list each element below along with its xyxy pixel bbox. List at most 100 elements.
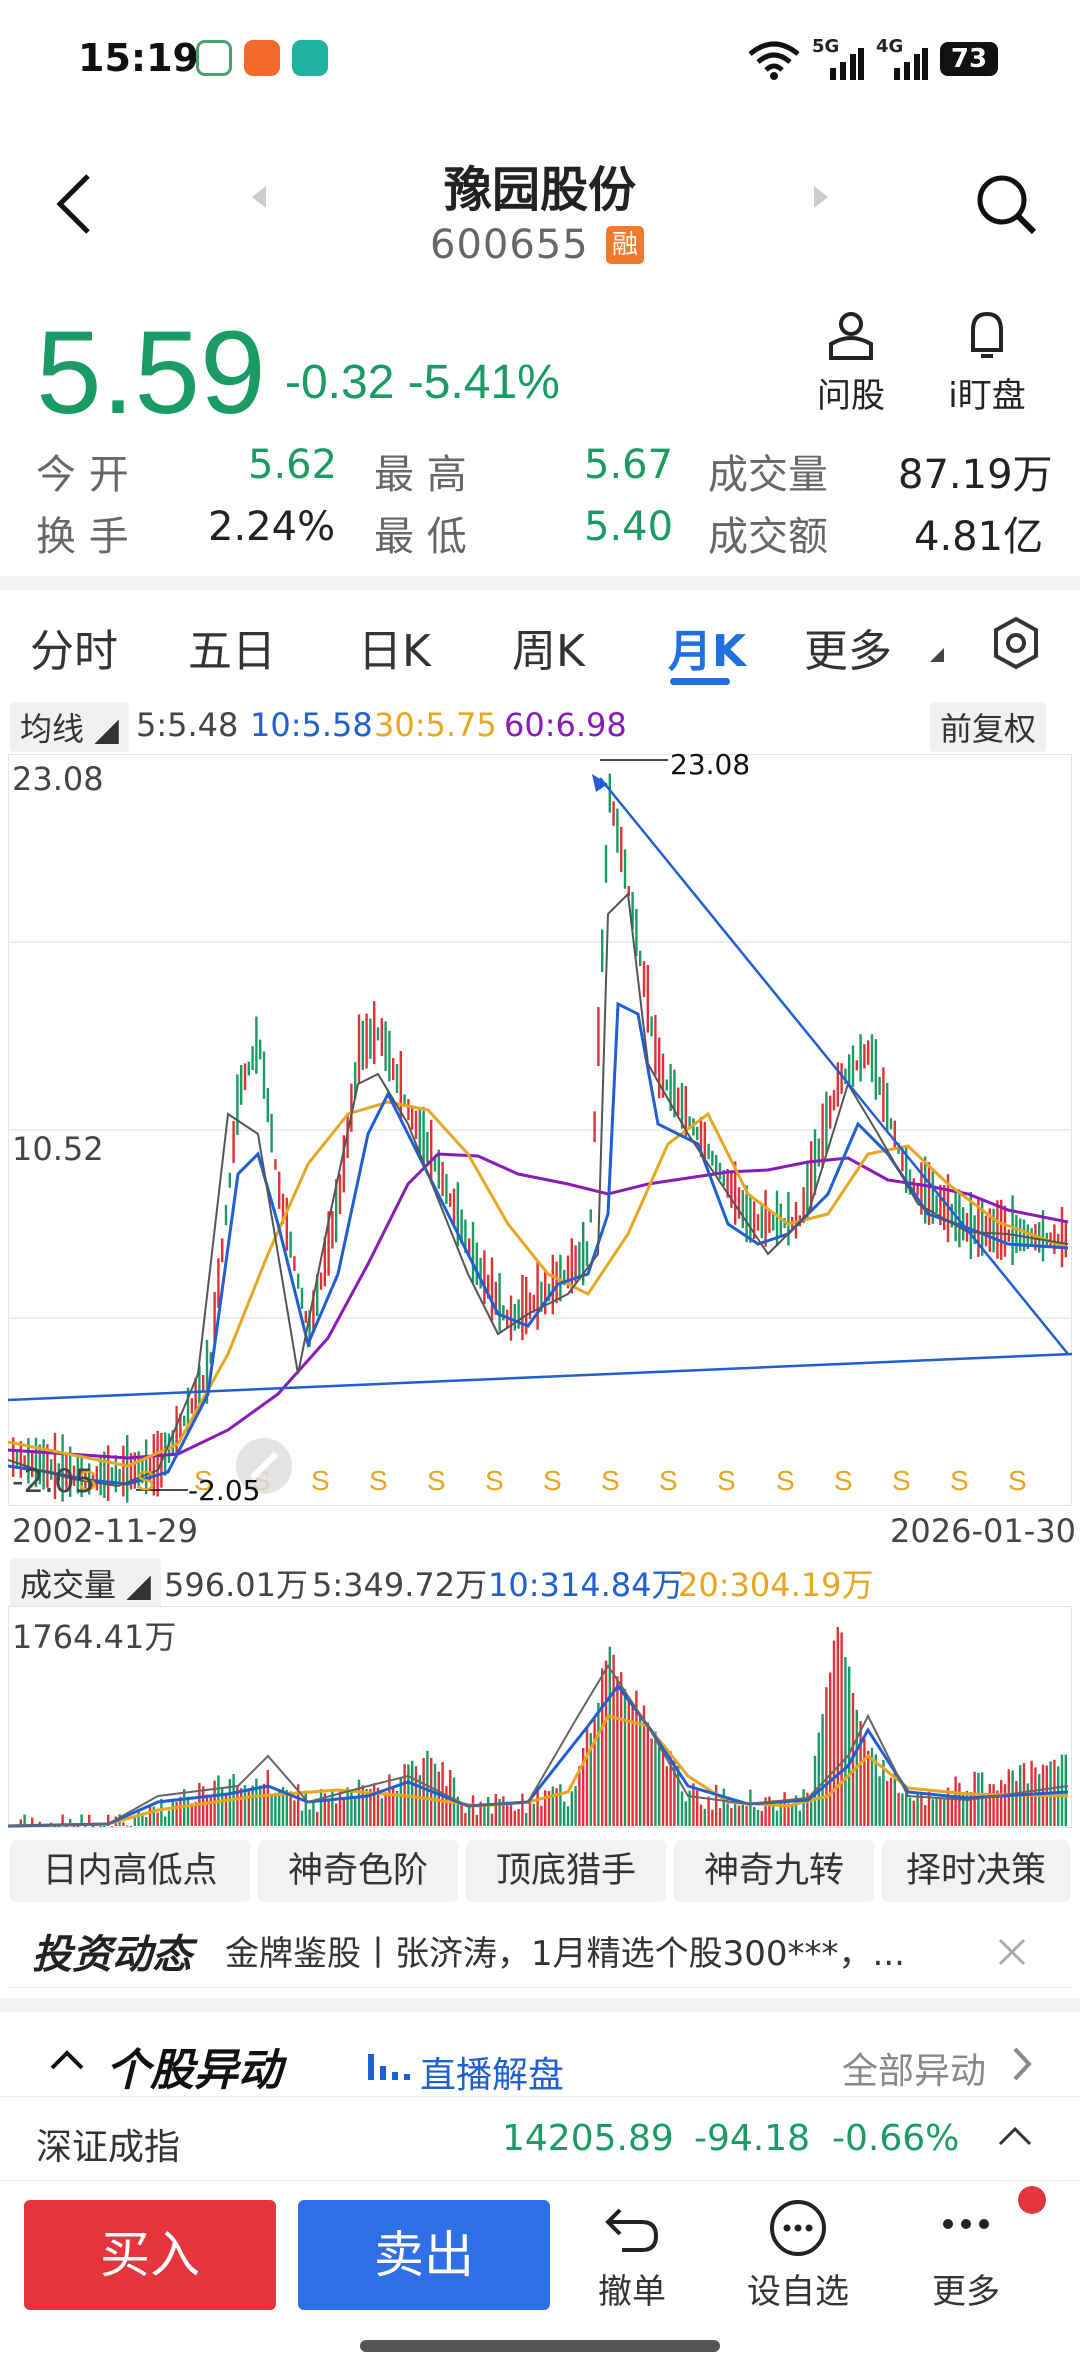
candle <box>1041 1210 1045 1262</box>
cancel-order-button[interactable]: 撤单 <box>562 2198 702 2313</box>
candle <box>137 1451 140 1489</box>
search-icon[interactable] <box>974 172 1038 236</box>
ask-stock-button[interactable]: 问股 <box>796 310 906 417</box>
volume-bar <box>612 1654 615 1826</box>
volume-bar <box>574 1786 577 1826</box>
sell-button[interactable]: 卖出 <box>298 2200 550 2310</box>
settings-icon[interactable] <box>990 615 1042 671</box>
volume-bar <box>692 1783 695 1826</box>
volume-bar <box>1007 1769 1010 1826</box>
candle <box>80 1454 83 1497</box>
candle <box>734 1161 737 1225</box>
more-button[interactable]: 更多 <box>896 2198 1036 2313</box>
candle <box>38 1444 41 1485</box>
candle <box>392 1058 395 1081</box>
volume-dropdown[interactable]: 成交量 ◢ <box>10 1558 161 1608</box>
low-label: 最 低 <box>374 514 467 560</box>
add-watchlist-button[interactable]: 设自选 <box>728 2198 868 2313</box>
feature-intraday-high-low[interactable]: 日内高低点 <box>10 1840 250 1902</box>
volume-bar <box>141 1814 144 1826</box>
feature-timing-decision[interactable]: 择时决策 <box>882 1840 1070 1902</box>
volume-bar <box>129 1826 133 1827</box>
candle <box>460 1209 463 1244</box>
news-text[interactable]: 金牌鉴股丨张济涛，1月精选个股300***，... <box>225 1934 905 1974</box>
live-analysis-link[interactable]: 直播解盘 <box>420 2055 565 2096</box>
candle <box>289 1231 292 1258</box>
candle <box>536 1262 539 1330</box>
candle <box>452 1188 456 1226</box>
buy-button[interactable]: 买入 <box>24 2200 276 2310</box>
volume-bar <box>783 1792 786 1826</box>
volume-bar <box>829 1672 832 1826</box>
candle <box>221 1238 224 1263</box>
volume-bar <box>593 1718 596 1826</box>
candle <box>19 1441 22 1478</box>
volume-bar <box>205 1794 209 1826</box>
feature-magic-nine[interactable]: 神奇九转 <box>674 1840 874 1902</box>
tab-daily-k[interactable]: 日K <box>358 626 431 677</box>
candle <box>665 1079 668 1091</box>
tab-five-day[interactable]: 五日 <box>188 626 276 677</box>
movement-title: 个股异动 <box>106 2045 282 2096</box>
index-bar[interactable] <box>0 2096 1080 2180</box>
expand-icon[interactable] <box>998 2126 1032 2146</box>
volume-bar <box>38 1821 41 1826</box>
candle <box>285 1197 288 1251</box>
y-max-label: 23.08 <box>12 760 104 798</box>
candle <box>513 1303 516 1331</box>
volume-bar <box>791 1803 794 1826</box>
signal-5g-icon <box>830 48 864 80</box>
feature-color-scale[interactable]: 神奇色阶 <box>258 1840 458 1902</box>
candle <box>403 1094 406 1107</box>
collapse-icon[interactable] <box>50 2050 84 2070</box>
candle <box>604 844 608 883</box>
back-icon[interactable] <box>54 172 94 236</box>
volume-bar <box>696 1790 699 1826</box>
close-icon[interactable] <box>996 1936 1028 1968</box>
volume-bar <box>604 1660 608 1826</box>
candle <box>376 1027 380 1041</box>
candle <box>969 1192 972 1259</box>
tab-intraday[interactable]: 分时 <box>30 626 118 677</box>
candle <box>597 1007 600 1066</box>
candle <box>179 1413 182 1440</box>
candle <box>1015 1214 1018 1253</box>
stock-code: 600655 <box>430 222 589 268</box>
candle <box>213 1292 216 1345</box>
tab-more[interactable]: 更多 <box>804 626 892 677</box>
candle <box>342 1135 345 1193</box>
volume-bar <box>388 1774 391 1826</box>
volume-bar <box>741 1804 744 1826</box>
volume-bar <box>992 1784 995 1826</box>
candle <box>540 1281 543 1312</box>
candle <box>175 1405 178 1458</box>
candle <box>882 1067 885 1123</box>
kline-chart[interactable]: SSSSSSSSSSSSSSSSS <box>8 754 1072 1506</box>
volume-bar <box>794 1795 798 1826</box>
feature-top-bottom-hunter[interactable]: 顶底猎手 <box>466 1840 666 1902</box>
news-bar[interactable] <box>8 1916 1072 1988</box>
volume-bar <box>361 1785 364 1826</box>
candle <box>901 1147 904 1172</box>
tab-monthly-k[interactable]: 月K <box>668 626 747 677</box>
volume-bar <box>555 1788 558 1826</box>
chevron-right-icon <box>1013 2047 1032 2081</box>
candle <box>190 1398 193 1414</box>
volume-bar <box>411 1760 414 1826</box>
ma-dropdown[interactable]: 均线 ◢ <box>10 702 129 752</box>
tab-weekly-k[interactable]: 周K <box>512 626 585 677</box>
all-movement-link[interactable]: 全部异动 <box>842 2051 987 2092</box>
volume-bar <box>798 1810 801 1826</box>
candle <box>209 1352 212 1364</box>
candle <box>350 1083 353 1132</box>
candle <box>658 1037 661 1099</box>
next-stock-icon[interactable] <box>812 186 830 208</box>
ma30-line <box>8 1100 1069 1468</box>
volume-bar <box>722 1788 725 1826</box>
prev-stock-icon[interactable] <box>250 186 268 208</box>
app-icon-1 <box>196 40 232 76</box>
battery-icon: 73 <box>940 42 998 76</box>
watch-button[interactable]: i盯盘 <box>932 310 1042 417</box>
volume-bar <box>194 1802 197 1826</box>
adjust-dropdown[interactable]: 前复权 <box>930 702 1047 752</box>
